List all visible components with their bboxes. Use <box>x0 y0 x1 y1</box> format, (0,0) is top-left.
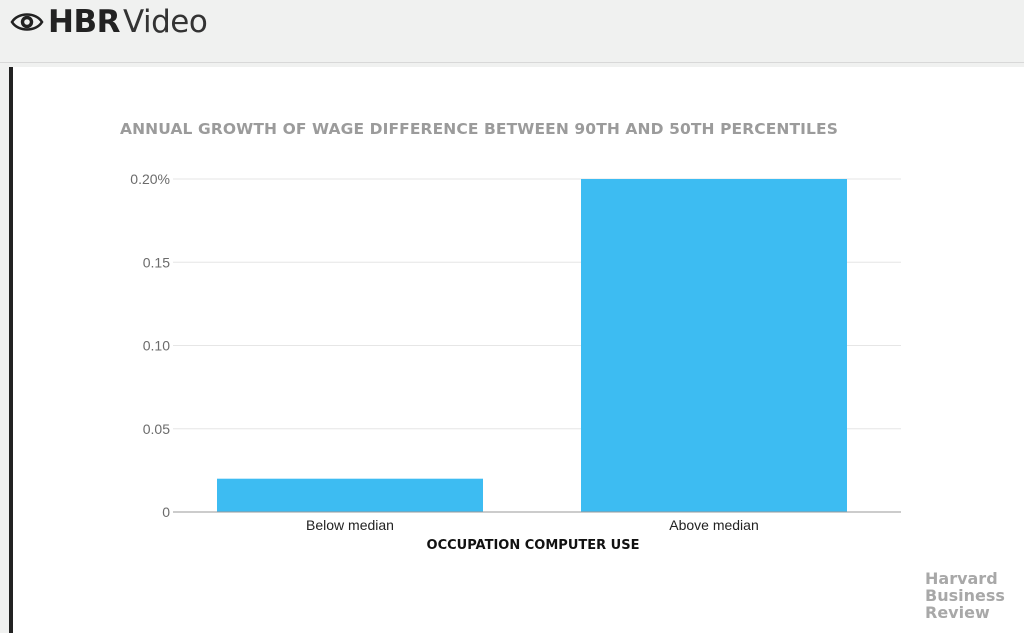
x-tick-label: Below median <box>306 517 394 533</box>
app-header: HBR Video <box>0 0 1024 63</box>
x-tick-label: Above median <box>669 517 759 533</box>
bar-chart: 0 0.05 0.10 0.15 0.20% Below median Above medi… <box>130 171 901 533</box>
watermark-line: Harvard <box>925 569 998 588</box>
y-tick-label: 0 <box>162 504 170 520</box>
chart-panel: ANNUAL GROWTH OF WAGE DIFFERENCE BETWEEN… <box>9 67 1024 633</box>
bar-above-median <box>581 179 847 512</box>
eye-icon <box>10 13 44 31</box>
harvard-business-review-watermark: Harvard Business Review <box>925 570 1024 621</box>
watermark-line: Business <box>925 586 1005 605</box>
watermark-line: Review <box>925 603 990 622</box>
x-axis-label: OCCUPATION COMPUTER USE <box>426 538 640 553</box>
y-tick-label: 0.20% <box>130 171 170 187</box>
bar-below-median <box>217 478 483 512</box>
chart-title: ANNUAL GROWTH OF WAGE DIFFERENCE BETWEEN… <box>120 120 838 138</box>
brand-name: HBR <box>48 4 120 40</box>
y-tick-label: 0.10 <box>143 338 170 354</box>
hbr-video-logo[interactable]: HBR Video <box>10 2 208 42</box>
y-tick-label: 0.15 <box>143 254 170 270</box>
y-tick-label: 0.05 <box>143 421 170 437</box>
brand-section: Video <box>122 4 208 40</box>
